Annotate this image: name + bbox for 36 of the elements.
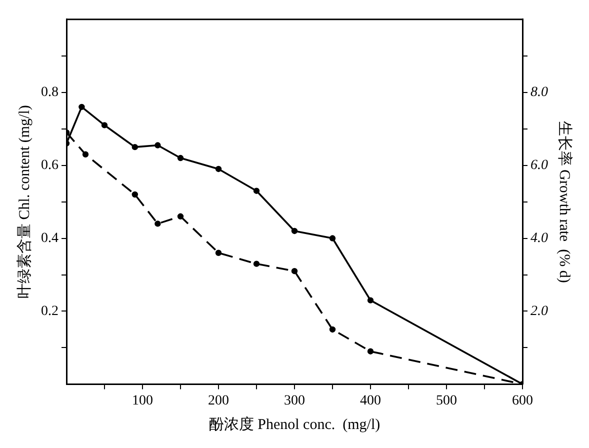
point [367,297,374,304]
point [329,326,336,333]
y-tick-label: 0.6 [41,158,58,173]
point [215,166,222,172]
point [154,220,161,227]
y-tick-label: 0.4 [41,230,58,246]
y2-tick-label: 6.0 [530,158,548,174]
point [215,250,222,256]
point [78,104,85,110]
y2-tick-label: 2.0 [530,304,548,319]
y-axis-title: 叶绿素含量 Chl. content (mg/l) [16,105,33,298]
x-tick-label: 200 [208,393,229,408]
x-axis-title: 酚浓度 Phenol conc. (mg/l) [208,416,380,433]
x-tick-label: 500 [436,393,457,408]
point [177,213,184,220]
y2-tick-label: 8.0 [530,85,548,100]
point [253,188,260,194]
x-tick-label: 300 [284,393,305,408]
x-tick-label: 100 [132,393,153,408]
point [253,260,260,267]
point [101,122,108,128]
y-tick-label: 0.2 [41,304,58,319]
point [329,235,336,242]
point [291,268,298,274]
y2-axis-title: 生长率 Growth rate (% d) [556,120,574,283]
point [132,191,138,198]
point [291,228,298,234]
x-tick-label: 400 [360,393,381,408]
y-tick-label: 0.8 [41,85,58,100]
point [154,142,161,148]
point [367,348,374,354]
x-tick-label: 600 [512,393,533,408]
point [132,144,138,150]
y2-tick-label: 4.0 [530,230,548,246]
point [177,154,184,162]
point [82,151,89,158]
